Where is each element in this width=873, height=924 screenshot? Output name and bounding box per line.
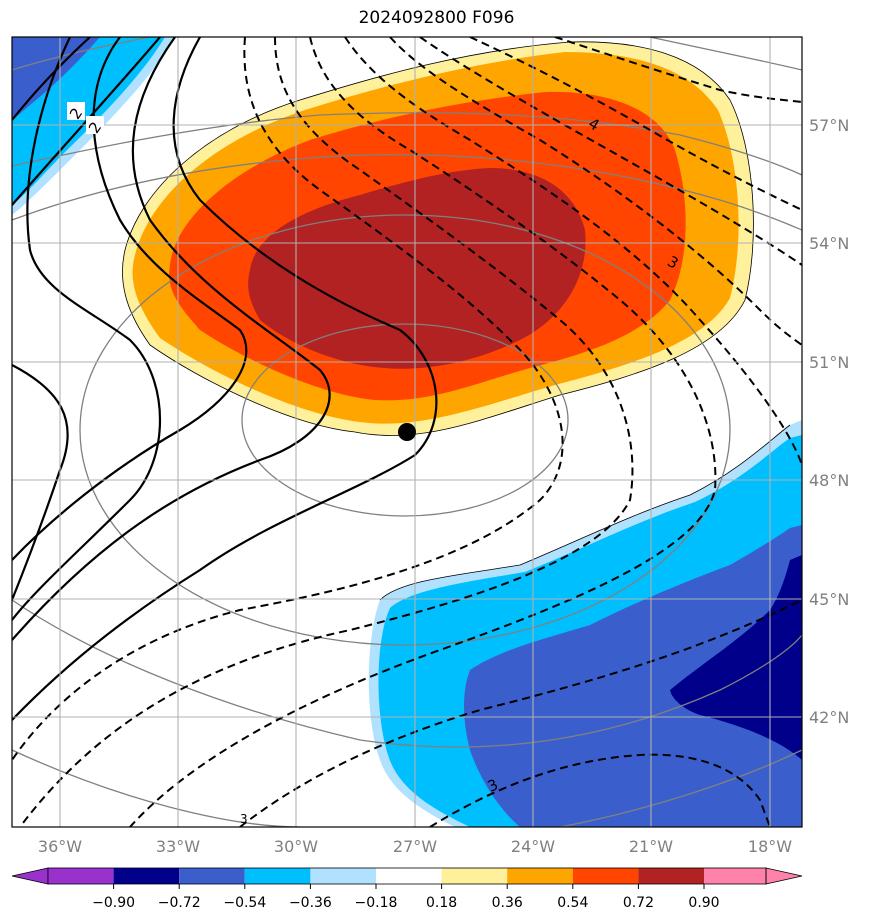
longitude-labels: 36°W 33°W 30°W 27°W 24°W 21°W 18°W (38, 837, 792, 856)
colorbar-label: 0.18 (426, 895, 457, 911)
lat-tick-label: 42°N (809, 708, 849, 727)
negative-anomaly-southeast (368, 420, 802, 827)
colorbar-label: 0.90 (688, 895, 719, 911)
graticule (12, 37, 802, 827)
dashed-contours (12, 37, 802, 827)
lat-tick-label: 57°N (809, 116, 849, 135)
colorbar-label: 0.72 (623, 895, 654, 911)
colorbar-cell (48, 868, 114, 884)
colorbar-cell (179, 868, 245, 884)
lon-tick-label: 36°W (38, 837, 82, 856)
map-plot-area: 2 2 4 3 3 3 (12, 37, 802, 827)
thin-contours (12, 37, 802, 827)
positive-anomaly-region (122, 41, 754, 436)
colorbar-label: 0.36 (492, 895, 523, 911)
colorbar-cell (704, 868, 766, 884)
lon-tick-label: 30°W (274, 837, 318, 856)
colorbar-cell (310, 868, 376, 884)
colorbar-label: −0.90 (92, 895, 135, 911)
colorbar-cell (572, 868, 639, 884)
lon-tick-label: 27°W (393, 837, 437, 856)
map-frame (11, 36, 803, 828)
colorbar-frame (47, 867, 767, 885)
contour-label-bg-a (67, 102, 85, 120)
lat-tick-label: 48°N (809, 471, 849, 490)
colorbar-cell (244, 868, 311, 884)
contour-label-f: 3 (240, 812, 248, 826)
lon-tick-label: 24°W (511, 837, 555, 856)
colorbar-cell (113, 868, 180, 884)
lon-tick-label: 18°W (748, 837, 792, 856)
colorbar-extend-min (11, 867, 49, 885)
colorbar-label: −0.18 (355, 895, 398, 911)
lat-tick-label: 51°N (809, 353, 849, 372)
lat-tick-label: 45°N (809, 590, 849, 609)
colorbar-cell (638, 868, 704, 884)
colorbar-extend-max (765, 867, 803, 885)
colorbar-label: −0.54 (223, 895, 266, 911)
colorbar: −0.90 −0.72 −0.54 −0.36 −0.18 0.18 0.36 … (11, 867, 803, 911)
latitude-labels: 57°N 54°N 51°N 48°N 45°N 42°N (809, 116, 849, 727)
storm-center-marker (398, 423, 416, 441)
colorbar-label: −0.72 (158, 895, 201, 911)
colorbar-cell (376, 868, 442, 884)
colorbar-cell (507, 868, 573, 884)
map-title: 2024092800 F096 (358, 8, 515, 28)
colorbar-ticks (113, 884, 705, 889)
colorbar-label: −0.36 (289, 895, 332, 911)
contour-label-bg-b (86, 116, 104, 134)
lon-tick-label: 21°W (629, 837, 673, 856)
lat-tick-label: 54°N (809, 234, 849, 253)
colorbar-cell (441, 868, 508, 884)
colorbar-label: 0.54 (557, 895, 588, 911)
lon-tick-label: 33°W (156, 837, 200, 856)
